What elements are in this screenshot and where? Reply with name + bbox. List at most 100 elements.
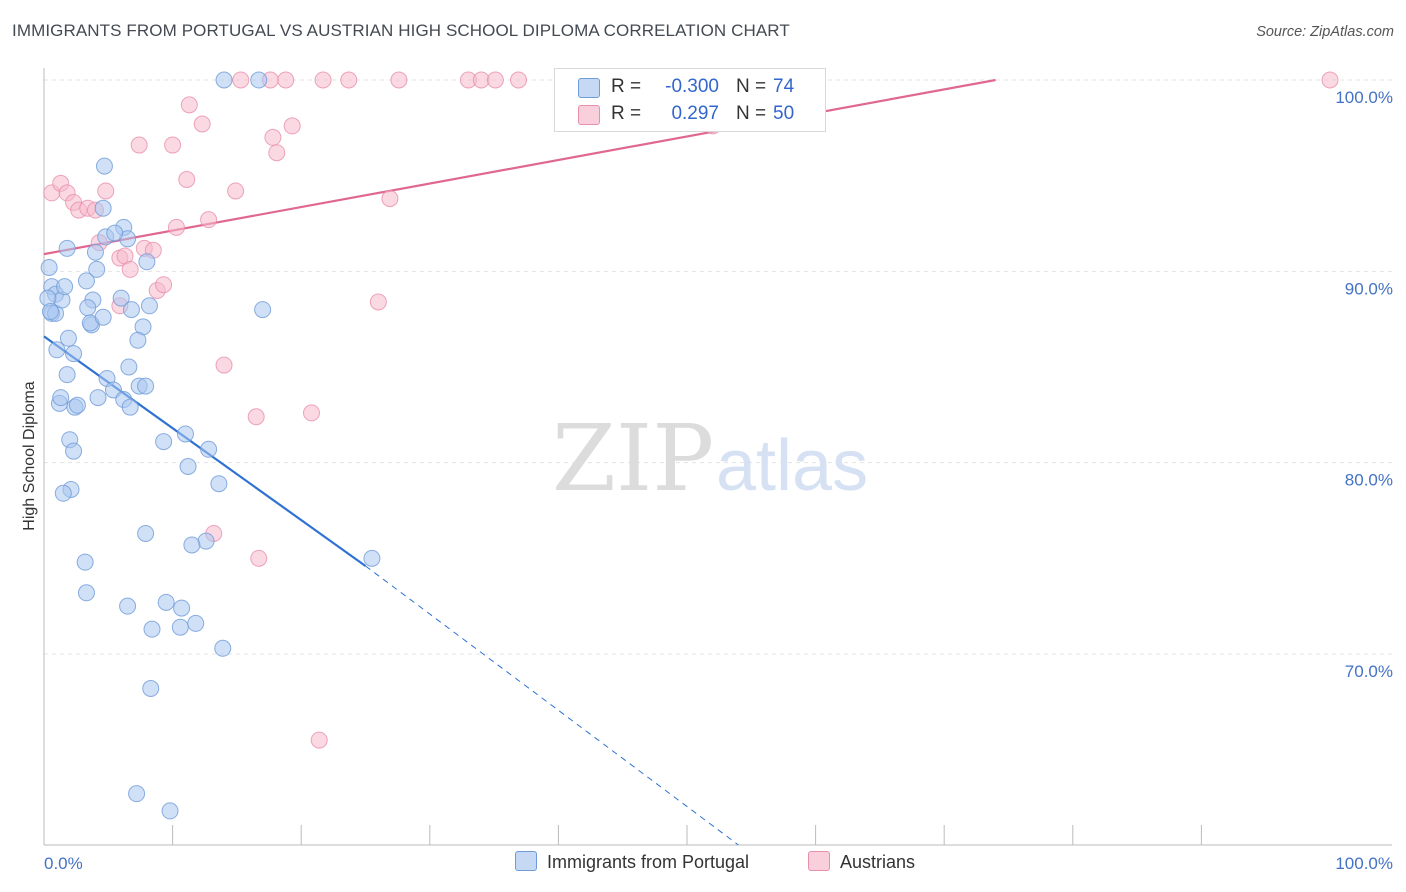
x-tick-label-max: 100.0%: [1335, 854, 1393, 873]
portugal-point[interactable]: [183, 536, 201, 554]
portugal-point[interactable]: [176, 425, 194, 443]
portugal-point[interactable]: [210, 475, 228, 493]
austrians-point[interactable]: [227, 182, 245, 200]
austrians-point[interactable]: [390, 71, 408, 89]
austrians-point[interactable]: [121, 260, 139, 278]
portugal-point[interactable]: [161, 802, 179, 820]
austrians-point[interactable]: [264, 128, 282, 146]
portugal-point[interactable]: [155, 433, 173, 451]
y-tick-label: 100.0%: [1335, 88, 1393, 107]
portugal-point[interactable]: [76, 553, 94, 571]
austrians-point[interactable]: [314, 71, 332, 89]
portugal-point[interactable]: [59, 329, 77, 347]
austrians-point[interactable]: [340, 71, 358, 89]
portugal-point[interactable]: [171, 618, 189, 636]
austrians-point[interactable]: [200, 211, 218, 229]
legend-n-label: N =: [736, 76, 767, 97]
portugal-point[interactable]: [89, 389, 107, 407]
portugal-point[interactable]: [119, 597, 137, 615]
austrians-point[interactable]: [130, 136, 148, 154]
portugal-point[interactable]: [79, 299, 97, 317]
portugal-point[interactable]: [215, 71, 233, 89]
portugal-point[interactable]: [137, 524, 155, 542]
bottom-legend-portugal[interactable]: Immigrants from Portugal: [515, 851, 749, 873]
portugal-point[interactable]: [197, 532, 215, 550]
austrians-point[interactable]: [369, 293, 387, 311]
portugal-point[interactable]: [179, 457, 197, 475]
portugal-point[interactable]: [40, 259, 58, 277]
portugal-point[interactable]: [128, 785, 146, 803]
austrians-point[interactable]: [310, 731, 328, 749]
portugal-point[interactable]: [112, 289, 130, 307]
portugal-point[interactable]: [77, 272, 95, 290]
portugal-point[interactable]: [250, 71, 268, 89]
portugal-point[interactable]: [363, 549, 381, 567]
austrians-point[interactable]: [510, 71, 528, 89]
legend-r-value: 0.297: [671, 103, 719, 124]
portugal-point[interactable]: [56, 278, 74, 296]
bottom-legend-label: Immigrants from Portugal: [547, 852, 750, 872]
austrians-point[interactable]: [167, 218, 185, 236]
austrians-point[interactable]: [164, 136, 182, 154]
portugal-point[interactable]: [120, 358, 138, 376]
austrians-point[interactable]: [472, 71, 490, 89]
austrians-point[interactable]: [302, 404, 320, 422]
y-tick-label: 70.0%: [1345, 662, 1393, 681]
austrians-point[interactable]: [247, 408, 265, 426]
portugal-point[interactable]: [48, 341, 66, 359]
portugal-point[interactable]: [254, 301, 272, 319]
austrians-point[interactable]: [283, 117, 301, 135]
portugal-point[interactable]: [121, 398, 139, 416]
portugal-point[interactable]: [68, 396, 86, 414]
austrians-point[interactable]: [155, 276, 173, 294]
portugal-point[interactable]: [129, 331, 147, 349]
portugal-point[interactable]: [200, 440, 218, 458]
austrians-point[interactable]: [250, 549, 268, 567]
watermark: ZIP atlas: [552, 405, 868, 512]
austrians-point[interactable]: [381, 190, 399, 208]
y-tick-label: 80.0%: [1345, 471, 1393, 490]
austrians-point[interactable]: [268, 144, 286, 162]
portugal-point[interactable]: [95, 157, 113, 175]
portugal-point[interactable]: [173, 599, 191, 617]
portugal-point[interactable]: [94, 308, 112, 326]
portugal-trend-extension: [365, 565, 739, 846]
grid-lines: [44, 79, 1392, 655]
portugal-point[interactable]: [187, 614, 205, 632]
austrians-point[interactable]: [180, 96, 198, 114]
portugal-point[interactable]: [94, 199, 112, 217]
portugal-point[interactable]: [214, 639, 232, 657]
portugal-point[interactable]: [65, 345, 83, 363]
legend-r-label: R =: [611, 76, 642, 97]
portugal-point[interactable]: [137, 377, 155, 395]
portugal-point[interactable]: [58, 366, 76, 384]
portugal-point[interactable]: [41, 303, 59, 321]
portugal-point[interactable]: [138, 253, 156, 271]
legend-n-label: N =: [736, 103, 767, 124]
austrians-point[interactable]: [277, 71, 295, 89]
portugal-point[interactable]: [106, 224, 124, 242]
austrians-point[interactable]: [486, 71, 504, 89]
austrians-point[interactable]: [232, 71, 250, 89]
austrians-point[interactable]: [215, 356, 233, 374]
portugal-point[interactable]: [140, 297, 158, 315]
portugal-point[interactable]: [157, 593, 175, 611]
portugal-point[interactable]: [58, 239, 76, 257]
portugal-point[interactable]: [86, 243, 104, 261]
portugal-point[interactable]: [142, 679, 160, 697]
portugal-point[interactable]: [52, 389, 70, 407]
austrians-point[interactable]: [193, 115, 211, 133]
austrians-point[interactable]: [1321, 71, 1339, 89]
austrians-point[interactable]: [97, 182, 115, 200]
source-label[interactable]: Source: ZipAtlas.com: [1256, 24, 1394, 40]
y-tick-label: 90.0%: [1345, 279, 1393, 298]
portugal-point[interactable]: [65, 442, 83, 460]
austrians-point[interactable]: [178, 170, 196, 188]
bottom-legend-austrians[interactable]: Austrians: [808, 851, 915, 873]
portugal-point[interactable]: [143, 620, 161, 638]
portugal-point[interactable]: [88, 260, 106, 278]
portugal-point[interactable]: [77, 584, 95, 602]
portugal-point[interactable]: [122, 301, 140, 319]
legend-swatch-austrians: [578, 105, 600, 125]
portugal-point[interactable]: [54, 484, 72, 502]
